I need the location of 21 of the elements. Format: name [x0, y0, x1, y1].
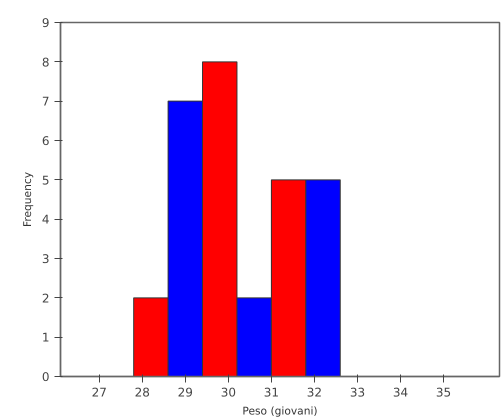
x-tick-label: 33 — [350, 386, 366, 400]
y-tick-label: 2 — [42, 291, 50, 306]
x-tick-label: 28 — [134, 386, 150, 400]
y-tick-label: 3 — [42, 252, 50, 266]
x-tick-label: 30 — [220, 386, 236, 400]
x-tick-label: 32 — [306, 386, 322, 400]
y-tick-label: 9 — [42, 16, 50, 30]
x-axis-title: Peso (giovani) — [242, 404, 318, 418]
y-tick-label: 6 — [42, 134, 50, 148]
y-tick-label: 4 — [42, 212, 50, 227]
x-tick-label: 29 — [178, 386, 193, 400]
x-tick-label: 35 — [436, 386, 452, 400]
x-tick-label: 27 — [92, 386, 107, 400]
y-tick-label: 0 — [42, 370, 50, 384]
x-tick-label: 31 — [264, 386, 280, 400]
y-tick-label: 1 — [42, 330, 50, 345]
y-tick-label: 7 — [42, 94, 50, 109]
x-tick-label: 34 — [392, 386, 408, 400]
y-tick-label: 5 — [42, 173, 50, 188]
y-tick-label: 8 — [42, 55, 50, 70]
y-axis-title: Frequency — [20, 172, 34, 228]
